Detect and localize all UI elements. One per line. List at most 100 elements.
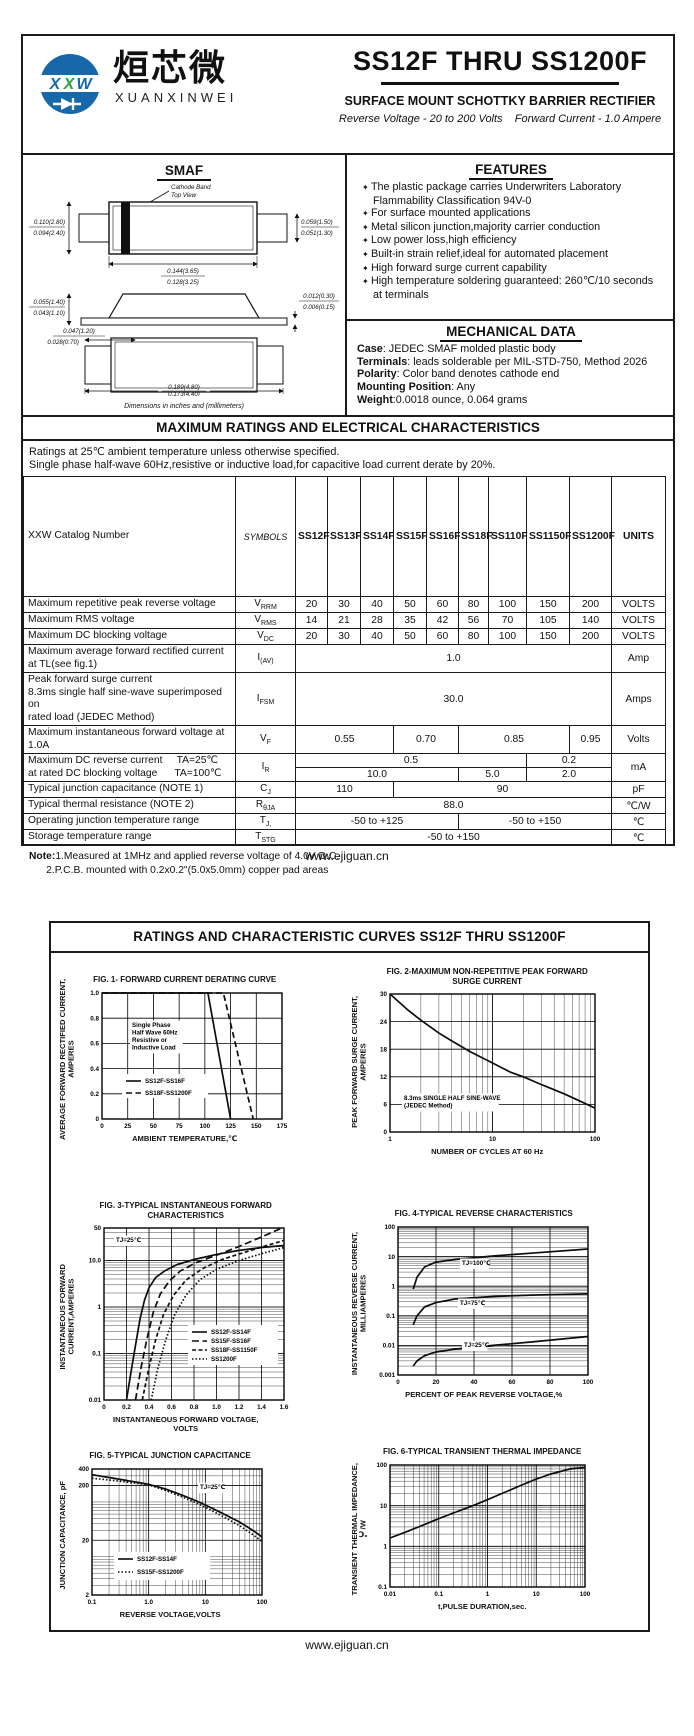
table-cell: ℃/W	[611, 797, 666, 814]
series-TJ=25℃	[412, 1335, 589, 1367]
table-cell: 30.0	[295, 672, 612, 726]
dimension-label: 0.110(2.80)	[34, 219, 65, 226]
svg-text:0: 0	[96, 1116, 100, 1123]
table-cell: Operating junction temperature range	[23, 813, 236, 830]
svg-text:(JEDEC Method): (JEDEC Method)	[404, 1103, 452, 1110]
mechanical-item: Terminals: leads solderable per MIL-STD-…	[357, 355, 648, 368]
cathode-band	[121, 202, 130, 254]
svg-text:SS15F-SS1200F: SS15F-SS1200F	[137, 1569, 184, 1576]
svg-text:80: 80	[547, 1379, 555, 1386]
svg-text:X: X	[49, 76, 62, 93]
dimension-label: 0.189(4.80)	[168, 384, 200, 391]
table-cell: 150	[526, 596, 570, 613]
series-SS18F-SS1200F	[102, 991, 255, 1119]
table-cell: 28	[360, 612, 394, 629]
table-cell: Volts	[611, 725, 666, 754]
table-cell: -50 to +150	[458, 813, 612, 830]
table-cell: VOLTS	[611, 596, 666, 613]
svg-text:100: 100	[590, 1136, 601, 1143]
svg-text:SS12F-SS14F: SS12F-SS14F	[211, 1329, 251, 1336]
table-cell: 30	[327, 628, 361, 645]
svg-text:100: 100	[583, 1379, 594, 1386]
series-SS12F-SS14F	[91, 1473, 263, 1538]
dimension-label: 0.043(1.10)	[33, 310, 65, 317]
fig3-y-axis-label: INSTANTANEOUS FORWARD CURRENT,AMPERES	[58, 1264, 76, 1370]
svg-text:10: 10	[380, 1502, 388, 1509]
table-cell: pF	[611, 781, 666, 798]
fig4-y-axis-label: INSTANTANEOUS REVERSE CURRENT, MILLIAMPE…	[350, 1232, 368, 1376]
svg-text:Half Wave 60Hz: Half Wave 60Hz	[132, 1029, 178, 1036]
logo: X X W 烜芯微 XUANXINWEI	[33, 48, 237, 124]
table-cell: 10.0	[295, 767, 459, 782]
fig6-y-axis-label: TRANSIENT THERMAL IMPEDANCE, ℃/W	[350, 1462, 368, 1596]
table-row: Maximum instantaneous forward voltage at…	[23, 725, 666, 754]
mechanical-item: Polarity: Color band denotes cathode end	[357, 368, 560, 381]
feature-item: The plastic package carries Underwriters…	[371, 181, 665, 207]
fig2-plot: 1 10 100 0 6 12 18 24 30 8.3ms SINGLE HALF SINE-W…	[380, 991, 601, 1143]
svg-text:SS12F-SS16F: SS12F-SS16F	[145, 1078, 185, 1085]
table-cell: SS14F	[360, 476, 394, 597]
svg-text:10: 10	[489, 1136, 497, 1143]
table-cell: SS1200F	[569, 476, 615, 597]
svg-text:2: 2	[85, 1592, 89, 1599]
svg-text:1.0: 1.0	[144, 1599, 153, 1606]
svg-text:10: 10	[533, 1591, 541, 1598]
chart-fig2: PEAK FORWARD SURGE CURRENT, AMPERES FIG.…	[350, 967, 604, 1157]
symbol-cell: RθJA	[235, 797, 296, 814]
mechanical-item: Mounting Position: Any	[357, 381, 476, 394]
table-cell: 0.55	[295, 725, 394, 754]
company-name-en: XUANXINWEI	[115, 90, 238, 105]
table-cell: 60	[426, 596, 459, 613]
table-row: Maximum average forward rectified curren…	[23, 644, 666, 673]
feature-item: High temperature soldering guaranteed: 2…	[371, 275, 665, 301]
svg-text:60: 60	[509, 1379, 517, 1386]
fig1-plot: 0 25 50 75 100 125 150 175 0 0.2 0.4 0.6 0.8 1.0 Singl…	[90, 990, 288, 1130]
svg-text:TJ=25℃: TJ=25℃	[116, 1237, 142, 1244]
svg-text:100: 100	[385, 1224, 396, 1231]
svg-text:25: 25	[124, 1123, 132, 1130]
table-header-row: XXW Catalog Number SYMBOLS SS12F SS13F SS14F…	[23, 476, 666, 597]
feature-item: Metal silicon junction,majority carrier …	[371, 221, 665, 235]
dimension-label: 0.028(0.70)	[47, 339, 79, 346]
right-column: FEATURES The plastic package carries Und…	[345, 155, 673, 415]
table-cell: 200	[569, 596, 612, 613]
fig5-y-axis-label: JUNCTION CAPACITANCE, pF	[58, 1480, 67, 1590]
table-row: Storage temperature range TSTG -50 to +150…	[23, 829, 666, 846]
svg-text:100: 100	[377, 1462, 388, 1469]
chart-fig6: TRANSIENT THERMAL IMPEDANCE, ℃/W FIG. 6-…	[350, 1447, 594, 1611]
fig3-x-axis-label: INSTANTANEOUS FORWARD VOLTAGE, VOLTS	[113, 1415, 259, 1433]
svg-text:SS15F-SS16F: SS15F-SS16F	[211, 1338, 251, 1345]
footer-url: www.ejiguan.cn	[305, 849, 389, 863]
tagline: Reverse Voltage - 20 to 200 Volts Forwar…	[338, 113, 662, 125]
svg-text:18: 18	[380, 1046, 388, 1053]
symbol-cell: CJ	[235, 781, 296, 798]
mechanical-item: Weight:0.0018 ounce, 0.064 grams	[357, 393, 528, 406]
table-cell: -50 to +125	[295, 813, 459, 830]
svg-text:Resistive or: Resistive or	[132, 1037, 168, 1044]
table-cell: Typical junction capacitance (NOTE 1)	[23, 781, 236, 798]
svg-text:0.001: 0.001	[379, 1372, 395, 1379]
features-section: FEATURES The plastic package carries Und…	[347, 155, 673, 321]
svg-text:1: 1	[98, 1304, 102, 1311]
table-cell: 50	[393, 596, 427, 613]
table-cell: Maximum DC reverse current TA=25℃ at rat…	[23, 753, 236, 782]
feature-item: Built-in strain relief,ideal for automat…	[371, 248, 665, 262]
svg-text:125: 125	[226, 1123, 237, 1130]
table-cell: Storage temperature range	[23, 829, 236, 846]
svg-text:10: 10	[388, 1253, 396, 1260]
fig6-x-axis-label: t,PULSE DURATION,sec.	[437, 1601, 527, 1611]
svg-text:0.8: 0.8	[90, 1015, 99, 1022]
table-cell: 110	[295, 781, 394, 798]
title-rule	[381, 82, 619, 85]
table-cell: SS13F	[327, 476, 361, 597]
svg-text:0: 0	[384, 1129, 388, 1136]
svg-text:1: 1	[392, 1283, 396, 1290]
table-notes: Note:1.Measured at 1MHz and applied reve…	[29, 851, 340, 876]
table-row: Maximum DC blocking voltage VDC 20 30 40 50 60…	[23, 628, 666, 645]
svg-text:SS12F-SS14F: SS12F-SS14F	[137, 1556, 177, 1563]
features-list: The plastic package carries Underwriters…	[357, 181, 665, 301]
fig1-x-axis-label: AMBIENT TEMPERATURE,℃	[132, 1133, 238, 1143]
svg-text:200: 200	[78, 1482, 89, 1489]
fig5-plot: 0.1 1.0 10 100 2 20 200 400 TJ=25℃ SS12F-SS14F SS1…	[78, 1466, 267, 1606]
